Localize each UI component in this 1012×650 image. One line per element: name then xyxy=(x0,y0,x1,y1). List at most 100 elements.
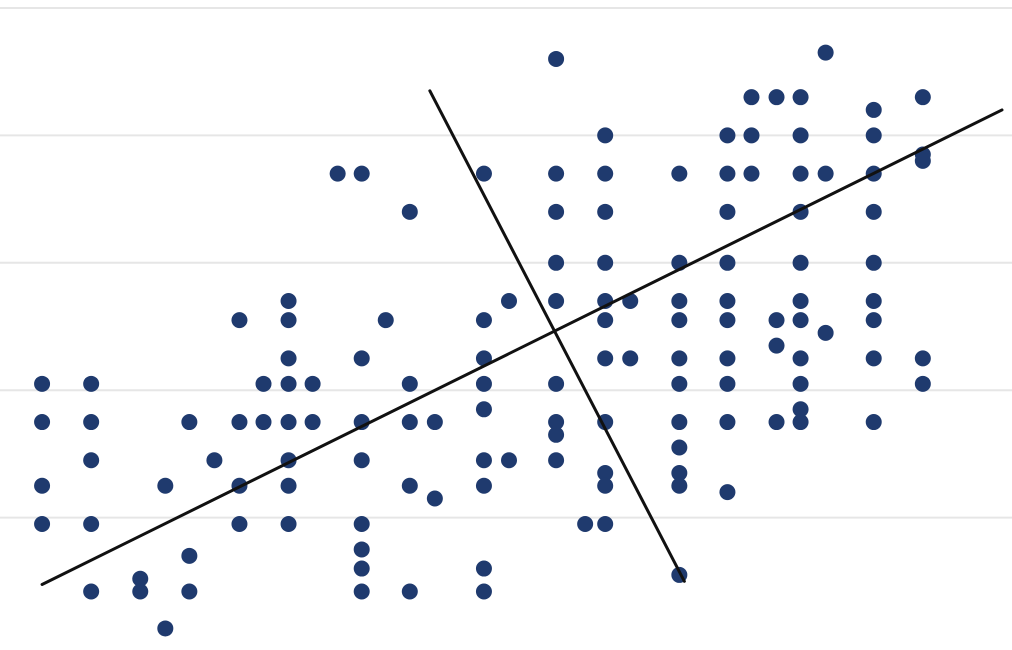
data-point xyxy=(353,560,370,577)
data-point xyxy=(597,254,614,271)
data-point xyxy=(475,165,492,182)
data-point xyxy=(792,254,809,271)
gridlines xyxy=(0,7,1012,519)
data-point xyxy=(768,414,785,431)
data-point xyxy=(83,452,100,469)
data-point xyxy=(743,127,760,144)
data-point xyxy=(304,375,321,392)
data-point xyxy=(280,477,297,494)
data-point xyxy=(792,165,809,182)
data-point xyxy=(865,254,882,271)
data-point xyxy=(83,583,100,600)
data-point xyxy=(304,414,321,431)
data-point xyxy=(501,452,517,469)
data-point xyxy=(792,350,809,367)
data-point xyxy=(914,152,931,169)
data-point xyxy=(548,165,565,182)
data-point xyxy=(719,350,736,367)
data-point xyxy=(548,254,565,271)
data-point xyxy=(671,312,688,329)
data-point xyxy=(671,165,688,182)
data-point xyxy=(231,414,248,431)
data-point xyxy=(426,414,443,431)
data-point xyxy=(792,312,809,329)
data-point xyxy=(231,312,248,329)
data-point xyxy=(280,414,297,431)
data-point xyxy=(743,89,760,106)
data-point xyxy=(34,375,51,392)
data-point xyxy=(577,515,594,532)
data-point xyxy=(743,165,760,182)
axis-lines xyxy=(40,89,1004,586)
data-point xyxy=(622,350,639,367)
data-point xyxy=(865,101,882,118)
data-point xyxy=(548,50,565,67)
data-point xyxy=(401,414,418,431)
data-point xyxy=(792,414,809,431)
data-point xyxy=(719,414,736,431)
data-point xyxy=(181,547,198,564)
data-point xyxy=(255,375,272,392)
data-point xyxy=(475,560,492,577)
data-point xyxy=(206,452,223,469)
data-point xyxy=(475,452,492,469)
data-point xyxy=(719,484,736,501)
data-point xyxy=(671,477,688,494)
data-point xyxy=(865,414,882,431)
data-point xyxy=(597,477,614,494)
data-point xyxy=(353,515,370,532)
data-point xyxy=(501,293,517,310)
data-point xyxy=(865,350,882,367)
data-point xyxy=(792,127,809,144)
data-point xyxy=(181,414,198,431)
data-point xyxy=(329,165,346,182)
data-point xyxy=(914,375,931,392)
data-point xyxy=(719,375,736,392)
principal-axis-line xyxy=(40,108,1004,586)
data-point xyxy=(475,583,492,600)
data-point xyxy=(83,515,100,532)
data-point xyxy=(719,293,736,310)
data-point xyxy=(548,203,565,220)
data-point xyxy=(83,375,100,392)
data-point xyxy=(34,515,51,532)
data-point xyxy=(132,583,149,600)
data-point xyxy=(817,324,834,341)
data-point xyxy=(719,254,736,271)
data-point xyxy=(792,293,809,310)
data-point xyxy=(353,165,370,182)
data-point xyxy=(597,127,614,144)
data-point xyxy=(548,375,565,392)
data-point xyxy=(548,414,565,431)
data-point xyxy=(548,452,565,469)
data-point xyxy=(280,312,297,329)
data-point xyxy=(280,375,297,392)
data-point xyxy=(719,127,736,144)
data-point xyxy=(719,203,736,220)
data-point xyxy=(401,583,418,600)
data-point xyxy=(426,490,443,507)
data-point xyxy=(865,293,882,310)
data-point xyxy=(792,401,809,418)
data-point xyxy=(768,337,785,354)
data-point xyxy=(597,312,614,329)
data-point xyxy=(280,515,297,532)
data-point xyxy=(792,375,809,392)
data-point xyxy=(914,350,931,367)
data-point xyxy=(817,165,834,182)
data-point xyxy=(377,312,394,329)
data-point xyxy=(671,414,688,431)
data-point xyxy=(401,375,418,392)
data-point xyxy=(865,127,882,144)
data-point xyxy=(475,312,492,329)
data-point xyxy=(353,452,370,469)
data-point xyxy=(280,293,297,310)
data-point xyxy=(671,375,688,392)
data-point xyxy=(475,375,492,392)
data-point xyxy=(792,89,809,106)
data-point xyxy=(231,515,248,532)
secondary-axis-line xyxy=(428,89,686,583)
data-point xyxy=(83,414,100,431)
